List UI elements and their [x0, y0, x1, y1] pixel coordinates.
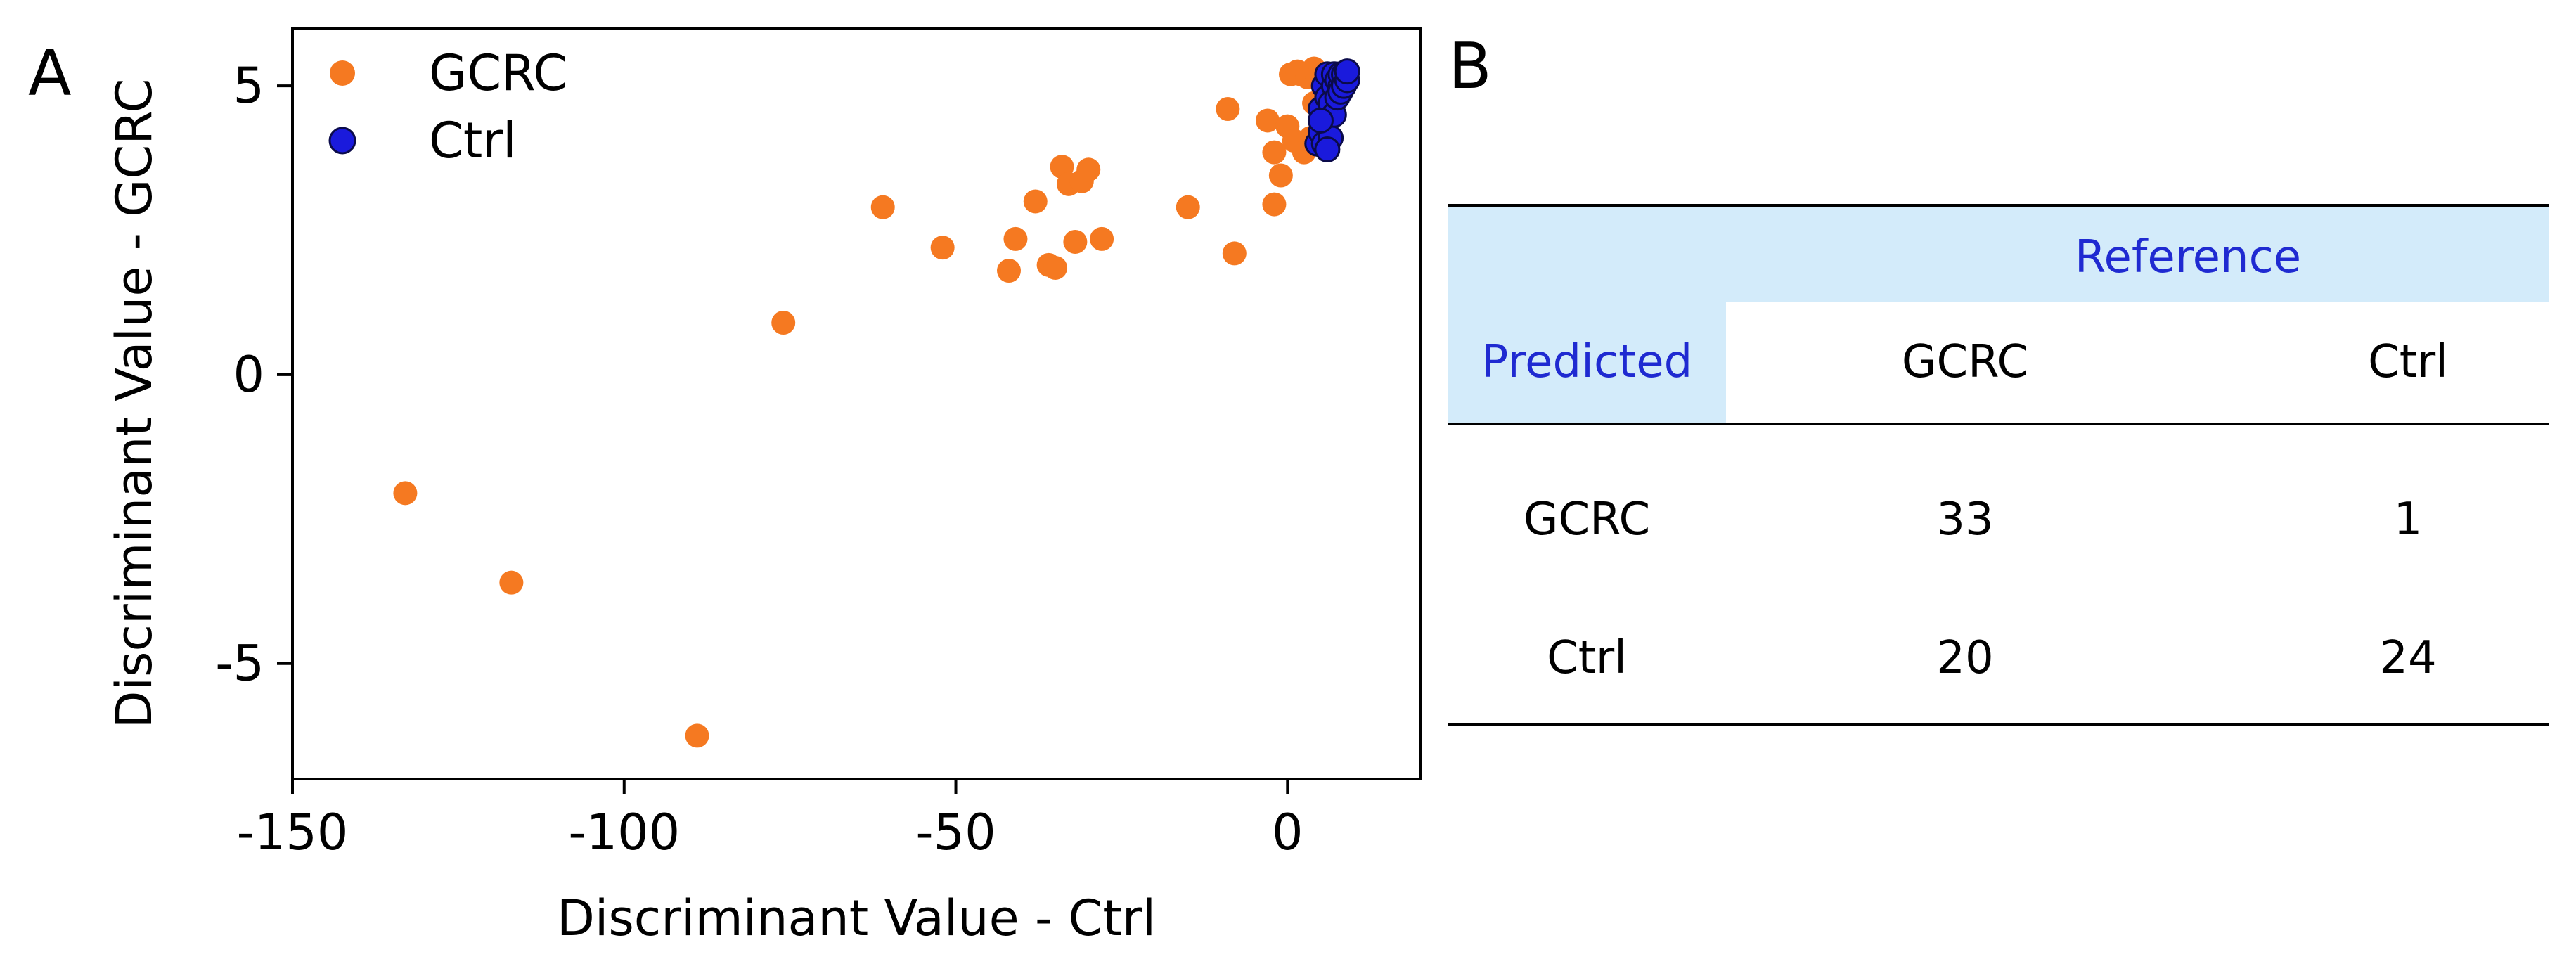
legend-label-gcrc: GCRC [429, 44, 567, 102]
data-point-gcrc [393, 481, 418, 506]
data-point-gcrc [1176, 195, 1200, 219]
x-tick-label: -100 [568, 804, 680, 861]
data-point-gcrc [499, 570, 524, 595]
panel-label-a: A [28, 37, 72, 110]
data-point-gcrc [1268, 163, 1293, 188]
legend-marker-ctrl [328, 127, 356, 155]
data-point-ctrl [1314, 136, 1341, 163]
data-point-gcrc [1090, 226, 1114, 251]
predicted-header-bg [1448, 302, 1726, 423]
row-label-ctrl: Ctrl [1547, 632, 1627, 684]
data-point-gcrc [1063, 229, 1088, 254]
panel-label-b: B [1448, 30, 1492, 103]
y-tick-label: -5 [215, 635, 264, 693]
predicted-header: Predicted [1481, 336, 1692, 388]
data-point-gcrc [685, 723, 709, 748]
legend: GCRC Ctrl [328, 44, 567, 169]
y-tick-label: 0 [233, 346, 264, 404]
data-point-gcrc [1216, 97, 1240, 122]
scatter-plot: -150 -100 -50 0 -505 [215, 27, 1422, 861]
reference-header-bg [1448, 205, 2549, 302]
data-point-gcrc [870, 195, 895, 219]
row-label-gcrc: GCRC [1524, 494, 1650, 546]
cell-gcrc-ctrl: 1 [2394, 494, 2423, 546]
plot-frame [291, 27, 1422, 780]
x-tick-label: -150 [237, 804, 349, 861]
data-point-ctrl [1334, 58, 1360, 85]
confusion-table: Reference Predicted GCRC Ctrl GCRC 33 1 … [1448, 204, 2549, 726]
data-point-gcrc [1222, 241, 1247, 266]
y-axis-title: Discriminant Value - GCRC [105, 79, 163, 729]
data-point-gcrc [997, 259, 1022, 283]
cell-ctrl-gcrc: 20 [1936, 632, 1993, 684]
data-point-gcrc [1023, 189, 1048, 214]
cell-ctrl-ctrl: 24 [2379, 632, 2436, 684]
x-tick-label: 0 [1272, 804, 1303, 861]
data-point-gcrc [1003, 226, 1028, 251]
x-axis-ticks: -150 -100 -50 0 [237, 779, 1303, 861]
column-header-ctrl: Ctrl [2368, 336, 2448, 388]
legend-marker-gcrc [330, 60, 355, 86]
column-header-gcrc: GCRC [1902, 336, 2028, 388]
data-point-gcrc [1262, 192, 1287, 217]
data-point-gcrc [771, 310, 796, 335]
y-tick-label: 5 [233, 57, 264, 115]
data-point-gcrc [1076, 157, 1101, 182]
series-gcrc [393, 56, 1333, 748]
cell-gcrc-gcrc: 33 [1936, 494, 1993, 546]
x-tick-label: -50 [915, 804, 996, 861]
data-point-gcrc [1255, 108, 1280, 133]
series-ctrl [1304, 58, 1360, 163]
data-point-ctrl [1307, 107, 1334, 134]
data-point-gcrc [1043, 255, 1068, 280]
reference-header: Reference [2075, 231, 2301, 283]
data-point-gcrc [1262, 140, 1287, 165]
data-point-gcrc [930, 236, 955, 260]
x-axis-title: Discriminant Value - Ctrl [557, 889, 1156, 947]
legend-label-ctrl: Ctrl [429, 112, 517, 169]
y-axis-ticks: -5 0 5 [215, 57, 292, 693]
